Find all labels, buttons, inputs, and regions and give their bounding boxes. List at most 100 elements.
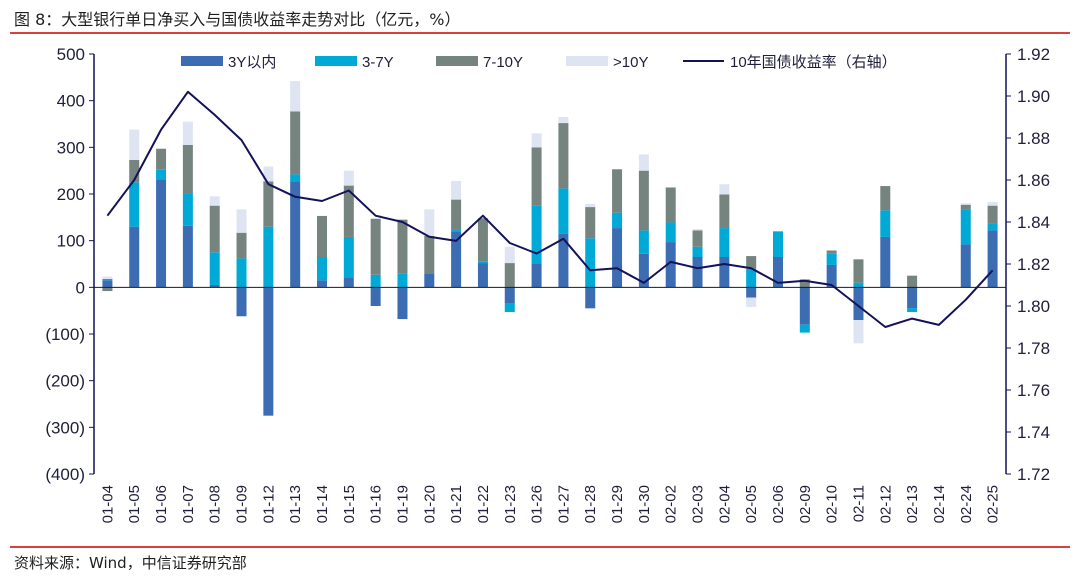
bar-4-01-07 xyxy=(182,121,193,145)
bar-3-01-19 xyxy=(397,219,408,274)
bar-2-02-25 xyxy=(987,223,998,231)
bar-3-01-04 xyxy=(102,287,113,292)
bar-2-02-10 xyxy=(826,253,837,265)
left-tick-label: 500 xyxy=(57,45,85,64)
bar-1-01-19 xyxy=(397,287,408,320)
left-tick-label: (200) xyxy=(45,372,85,391)
bar-1-02-02 xyxy=(665,242,676,288)
bar-3-01-23 xyxy=(504,263,515,288)
legend-label-2: 3-7Y xyxy=(362,54,394,71)
x-tick-label-01-23: 01-23 xyxy=(502,485,519,523)
right-tick-label: 1.82 xyxy=(1017,255,1050,274)
bar-3-01-08 xyxy=(209,205,220,253)
left-tick-label: 400 xyxy=(57,92,85,111)
x-tick-label-01-04: 01-04 xyxy=(99,485,116,523)
bar-1-01-13 xyxy=(290,181,301,288)
bar-3-01-26 xyxy=(531,147,542,206)
bar-1-01-15 xyxy=(343,278,354,288)
bar-3-01-28 xyxy=(585,207,596,239)
bar-3-01-30 xyxy=(638,170,649,231)
bar-4-02-03 xyxy=(692,229,703,231)
right-tick-label: 1.84 xyxy=(1017,213,1050,232)
x-tick-label-01-14: 01-14 xyxy=(314,485,331,523)
x-tick-label-02-05: 02-05 xyxy=(743,485,760,523)
x-tick-label-02-02: 02-02 xyxy=(663,485,680,523)
bar-1-01-12 xyxy=(263,287,274,416)
bar-3-01-06 xyxy=(156,148,167,170)
x-tick-label-01-12: 01-12 xyxy=(260,485,277,523)
bar-2-02-13 xyxy=(907,308,918,313)
bar-4-01-26 xyxy=(531,133,542,148)
bar-2-02-02 xyxy=(665,222,676,243)
bar-1-01-16 xyxy=(370,287,381,306)
line-layer xyxy=(106,90,994,328)
axes-layer: (400) (300) (200) (100) 0 100 200 300 400 500 1.72… xyxy=(45,45,1050,523)
bar-2-01-30 xyxy=(638,230,649,254)
bar-2-01-29 xyxy=(612,212,623,229)
bar-1-02-06 xyxy=(773,257,783,288)
bar-layer xyxy=(102,81,998,416)
legend-label-1: 3Y以内 xyxy=(228,54,276,71)
x-tick-label-02-13: 02-13 xyxy=(904,485,921,523)
source-note: 资料来源：Wind，中信证券研究部 xyxy=(14,554,247,572)
bar-3-01-14 xyxy=(317,215,327,257)
left-tick-label: 100 xyxy=(57,232,85,251)
bar-4-01-21 xyxy=(451,180,462,200)
yield-line xyxy=(106,90,994,328)
bar-2-01-06 xyxy=(156,169,167,180)
bar-4-02-05 xyxy=(746,297,757,307)
bar-2-01-14 xyxy=(317,257,327,281)
bar-4-01-09 xyxy=(236,209,247,233)
bar-3-02-02 xyxy=(665,187,676,223)
bar-1-01-08 xyxy=(209,285,220,288)
bar-2-01-23 xyxy=(504,303,515,313)
legend-swatch-3 xyxy=(436,56,478,66)
bar-4-01-04 xyxy=(102,276,113,279)
bar-3-01-13 xyxy=(290,111,301,175)
x-tick-label-01-05: 01-05 xyxy=(126,485,143,523)
bar-4-01-27 xyxy=(558,117,569,124)
bar-3-01-29 xyxy=(612,169,623,213)
bar-2-01-07 xyxy=(182,193,193,226)
bar-1-01-28 xyxy=(585,287,596,309)
bar-1-02-04 xyxy=(719,257,730,288)
legend-label-3: 7-10Y xyxy=(483,54,523,71)
x-tick-label-01-07: 01-07 xyxy=(180,485,197,523)
bar-3-02-11 xyxy=(853,259,864,283)
bar-1-01-07 xyxy=(182,225,193,288)
bar-1-02-10 xyxy=(826,264,837,288)
legend-label-line: 10年国债收益率（右轴） xyxy=(730,54,897,71)
right-tick-label: 1.80 xyxy=(1017,297,1050,316)
bar-1-01-09 xyxy=(236,287,247,317)
x-tick-label-02-03: 02-03 xyxy=(690,485,707,523)
right-tick-label: 1.90 xyxy=(1017,87,1050,106)
x-tick-label-01-27: 01-27 xyxy=(555,485,572,523)
bar-2-01-22 xyxy=(477,261,488,264)
bar-1-01-14 xyxy=(317,280,327,288)
legend-swatch-4 xyxy=(566,56,608,66)
x-tick-label-02-25: 02-25 xyxy=(985,485,1002,523)
bar-3-01-27 xyxy=(558,123,569,189)
x-tick-label-01-20: 01-20 xyxy=(421,485,438,523)
bar-1-02-24 xyxy=(960,244,971,288)
bar-2-01-27 xyxy=(558,188,569,234)
legend-label-4: >10Y xyxy=(613,54,648,71)
bar-1-02-03 xyxy=(692,257,703,288)
figure-caption: 图 8：大型银行单日净买入与国债收益率走势对比（亿元，%） xyxy=(14,10,461,29)
legend-swatch-2 xyxy=(315,56,357,66)
bar-4-02-11 xyxy=(853,320,864,344)
bar-3-02-25 xyxy=(987,205,998,224)
x-tick-label-01-16: 01-16 xyxy=(368,485,385,523)
x-tick-label-01-30: 01-30 xyxy=(636,485,653,523)
x-tick-label-02-06: 02-06 xyxy=(770,485,787,523)
bar-3-01-05 xyxy=(129,159,140,183)
bar-2-02-11 xyxy=(853,282,864,288)
bar-4-02-25 xyxy=(987,201,998,206)
bar-1-01-20 xyxy=(424,273,435,288)
bar-2-01-28 xyxy=(585,238,596,288)
bar-1-02-11 xyxy=(853,287,864,320)
bottom-rule xyxy=(10,546,1070,548)
right-tick-label: 1.74 xyxy=(1017,423,1050,442)
bar-2-01-12 xyxy=(263,226,274,288)
